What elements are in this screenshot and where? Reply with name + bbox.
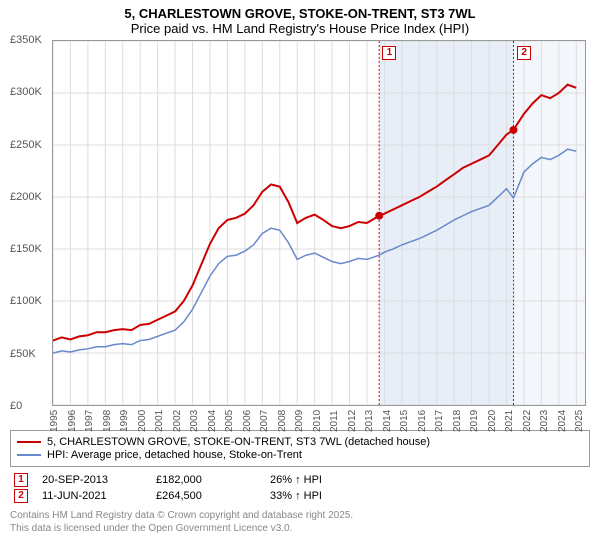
marker-flag: 1 <box>14 473 28 487</box>
y-tick-label: £50K <box>10 348 36 360</box>
x-tick-label: 1999 <box>119 410 130 432</box>
marker-flag: 2 <box>14 489 28 503</box>
title-block: 5, CHARLESTOWN GROVE, STOKE-ON-TRENT, ST… <box>10 6 590 36</box>
x-tick-label: 2002 <box>172 410 183 432</box>
x-tick-label: 2010 <box>312 410 323 432</box>
legend-swatch <box>17 441 41 443</box>
x-tick-label: 2013 <box>364 410 375 432</box>
x-tick-label: 2015 <box>399 410 410 432</box>
chart-title-desc: Price paid vs. HM Land Registry's House … <box>10 21 590 36</box>
x-tick-label: 2018 <box>452 410 463 432</box>
x-tick-label: 2022 <box>522 410 533 432</box>
x-tick-label: 1998 <box>102 410 113 432</box>
chart-area: £0£50K£100K£150K£200K£250K£300K£350K 199… <box>10 40 590 428</box>
x-tick-label: 1997 <box>84 410 95 432</box>
footer-attribution: Contains HM Land Registry data © Crown c… <box>10 509 590 535</box>
sale-row: 1 20-SEP-2013 £182,000 26% ↑ HPI <box>10 473 590 487</box>
legend-label: 5, CHARLESTOWN GROVE, STOKE-ON-TRENT, ST… <box>47 436 430 448</box>
y-tick-label: £300K <box>10 86 42 98</box>
x-tick-label: 2023 <box>539 410 550 432</box>
y-tick-label: £200K <box>10 191 42 203</box>
x-tick-label: 2001 <box>154 410 165 432</box>
x-tick-label: 2003 <box>189 410 200 432</box>
x-axis: 1995 1996 1997 1998 1999 2000 2001 2002 2003 2004… <box>52 408 586 432</box>
footer-line1: Contains HM Land Registry data © Crown c… <box>10 509 590 522</box>
legend-swatch <box>17 454 41 456</box>
x-tick-label: 2012 <box>347 410 358 432</box>
marker-flag: 1 <box>382 46 396 60</box>
x-tick-label: 2014 <box>382 410 393 432</box>
chart-container: 5, CHARLESTOWN GROVE, STOKE-ON-TRENT, ST… <box>0 0 600 560</box>
sale-delta: 26% ↑ HPI <box>270 474 370 486</box>
x-tick-label: 2004 <box>207 410 218 432</box>
x-tick-label: 2006 <box>242 410 253 432</box>
legend-row: 5, CHARLESTOWN GROVE, STOKE-ON-TRENT, ST… <box>17 436 583 448</box>
x-tick-label: 2009 <box>294 410 305 432</box>
x-tick-label: 2025 <box>574 410 585 432</box>
x-tick-label: 2000 <box>137 410 148 432</box>
x-tick-label: 2007 <box>259 410 270 432</box>
data-table: 1 20-SEP-2013 £182,000 26% ↑ HPI 2 11-JUN-202… <box>10 473 590 503</box>
marker-flag: 2 <box>517 46 531 60</box>
y-tick-label: £100K <box>10 295 42 307</box>
sale-price: £182,000 <box>156 474 256 486</box>
sale-row: 2 11-JUN-2021 £264,500 33% ↑ HPI <box>10 489 590 503</box>
sale-price: £264,500 <box>156 490 256 502</box>
x-tick-label: 2024 <box>557 410 568 432</box>
sale-date: 11-JUN-2021 <box>42 490 142 502</box>
x-tick-label: 1995 <box>49 410 60 432</box>
legend: 5, CHARLESTOWN GROVE, STOKE-ON-TRENT, ST… <box>10 430 590 467</box>
legend-label: HPI: Average price, detached house, Stok… <box>47 449 302 461</box>
x-tick-label: 2005 <box>224 410 235 432</box>
y-tick-label: £350K <box>10 34 42 46</box>
x-tick-label: 2016 <box>417 410 428 432</box>
x-tick-label: 2008 <box>277 410 288 432</box>
sale-delta: 33% ↑ HPI <box>270 490 370 502</box>
y-tick-label: £0 <box>10 400 22 412</box>
x-tick-label: 2020 <box>487 410 498 432</box>
x-tick-label: 2017 <box>434 410 445 432</box>
legend-row: HPI: Average price, detached house, Stok… <box>17 449 583 461</box>
footer-line2: This data is licensed under the Open Gov… <box>10 522 590 535</box>
x-tick-label: 2021 <box>504 410 515 432</box>
plot-region <box>52 40 586 406</box>
sale-date: 20-SEP-2013 <box>42 474 142 486</box>
plot-svg <box>53 41 585 405</box>
y-tick-label: £250K <box>10 139 42 151</box>
x-tick-label: 2019 <box>469 410 480 432</box>
y-tick-label: £150K <box>10 243 42 255</box>
x-tick-label: 2011 <box>329 410 340 432</box>
x-tick-label: 1996 <box>67 410 78 432</box>
chart-title-address: 5, CHARLESTOWN GROVE, STOKE-ON-TRENT, ST… <box>10 6 590 21</box>
